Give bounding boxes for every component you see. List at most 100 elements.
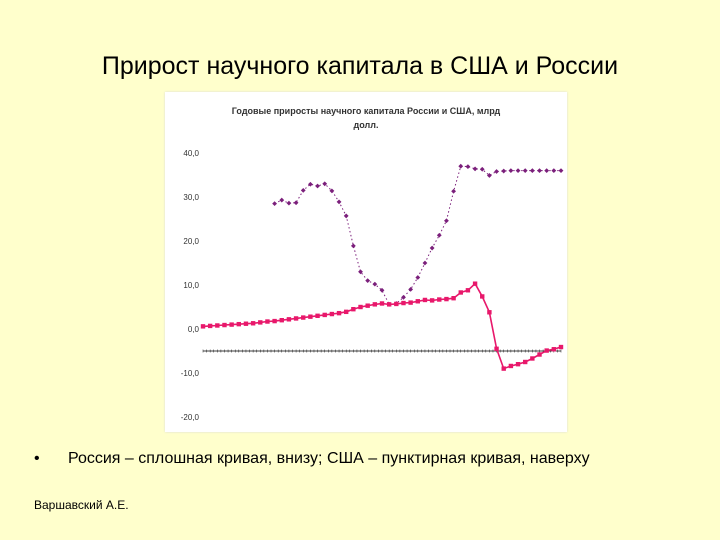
- data-point: [372, 281, 378, 287]
- data-point: [344, 309, 349, 315]
- data-point: [508, 168, 514, 173]
- data-point: [222, 322, 227, 328]
- data-point: [265, 319, 270, 324]
- series-1: [272, 163, 564, 307]
- legend-note: • Россия – сплошная кривая, внизу; США –…: [34, 450, 714, 468]
- data-point: [329, 188, 335, 194]
- data-point: [501, 366, 506, 371]
- data-point: [200, 324, 206, 329]
- data-point: [444, 218, 449, 224]
- data-point: [350, 243, 356, 249]
- data-point: [329, 311, 335, 317]
- data-point: [494, 169, 499, 174]
- data-point: [515, 168, 521, 173]
- data-point: [544, 168, 550, 173]
- data-point: [236, 321, 241, 327]
- data-point: [551, 347, 557, 352]
- data-point: [415, 299, 420, 304]
- data-point: [558, 344, 564, 350]
- data-point: [343, 213, 349, 219]
- data-point: [480, 294, 485, 299]
- data-point: [272, 201, 277, 206]
- data-point: [508, 363, 514, 369]
- data-point: [444, 296, 449, 302]
- data-point: [279, 197, 285, 203]
- data-point: [429, 298, 435, 303]
- data-point: [458, 163, 464, 169]
- data-point: [558, 168, 564, 173]
- data-point: [351, 307, 356, 312]
- data-point: [437, 297, 442, 302]
- chart-title-line-2: долл.: [354, 120, 379, 130]
- data-point: [358, 269, 363, 275]
- chart-panel: Годовые приросты научного капитала Росси…: [165, 92, 567, 432]
- data-point: [336, 199, 342, 205]
- data-point: [250, 321, 256, 326]
- data-point: [358, 304, 363, 310]
- data-point: [544, 348, 549, 353]
- data-point: [537, 352, 542, 357]
- data-point: [365, 303, 370, 308]
- x-axis-ticks: [202, 349, 562, 353]
- data-point: [322, 181, 328, 187]
- data-point: [465, 288, 471, 293]
- data-point: [415, 275, 421, 280]
- data-point: [465, 164, 471, 170]
- line-chart: Годовые приросты научного капитала Росси…: [181, 106, 564, 422]
- data-point: [272, 318, 277, 324]
- y-tick-label: -10,0: [181, 369, 200, 378]
- data-point: [494, 346, 499, 351]
- data-point: [315, 183, 320, 189]
- bullet-text: Россия – сплошная кривая, внизу; США – п…: [68, 450, 590, 467]
- data-point: [401, 294, 406, 300]
- data-point: [394, 301, 399, 307]
- data-point: [472, 166, 478, 172]
- y-tick-label: -20,0: [181, 413, 200, 422]
- data-point: [523, 359, 528, 365]
- data-point: [479, 166, 485, 172]
- data-point: [515, 362, 521, 367]
- data-point: [379, 301, 385, 306]
- data-point: [365, 278, 371, 283]
- y-tick-label: 40,0: [183, 149, 199, 158]
- data-point: [293, 200, 299, 206]
- y-tick-label: 10,0: [183, 281, 199, 290]
- data-point: [436, 232, 442, 238]
- data-point: [422, 297, 428, 303]
- bullet-marker: •: [34, 450, 40, 467]
- data-point: [286, 317, 292, 322]
- series-line: [202, 282, 562, 370]
- data-point: [451, 296, 456, 301]
- data-point: [429, 245, 435, 251]
- data-point: [487, 310, 492, 315]
- data-point: [408, 287, 414, 292]
- data-point: [501, 168, 507, 174]
- data-point: [422, 260, 428, 266]
- data-point: [286, 200, 292, 206]
- y-tick-label: 20,0: [183, 237, 199, 246]
- data-point: [522, 168, 528, 173]
- data-point: [207, 323, 213, 329]
- data-point: [451, 188, 456, 194]
- data-point: [229, 322, 234, 327]
- data-point: [408, 300, 413, 305]
- data-point: [379, 287, 385, 293]
- data-point: [258, 320, 263, 325]
- data-point: [529, 168, 535, 173]
- series-layer: [200, 163, 564, 371]
- y-tick-label: 0,0: [188, 325, 200, 334]
- data-point: [293, 316, 299, 321]
- chart-title-line-1: Годовые приросты научного капитала Росси…: [232, 106, 501, 116]
- y-axis-ticks: 40,0 30,0 20,0 10,0 0,0 -10,0 -20,0: [181, 149, 200, 422]
- data-point: [537, 168, 542, 173]
- y-tick-label: 30,0: [183, 193, 199, 202]
- data-point: [530, 356, 535, 361]
- author-label: Варшавский А.Е.: [34, 498, 129, 512]
- data-point: [300, 188, 306, 193]
- data-point: [301, 315, 306, 320]
- data-point: [279, 318, 284, 323]
- series-2: [200, 281, 564, 371]
- data-point: [308, 314, 313, 319]
- data-point: [308, 181, 313, 187]
- data-point: [315, 313, 320, 318]
